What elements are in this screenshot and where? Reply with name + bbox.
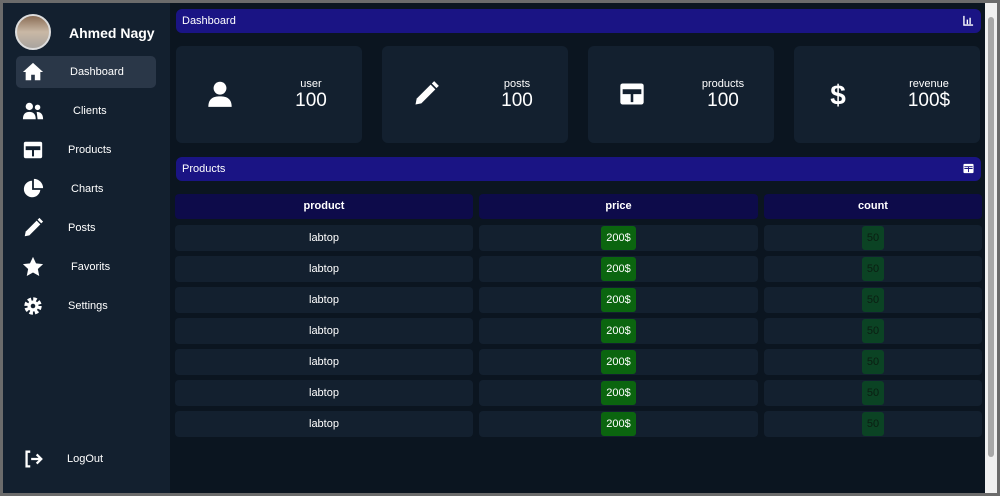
stat-value: 100 — [707, 90, 739, 111]
price-cell: 200$ — [479, 225, 758, 251]
sidebar-item-label: Posts — [68, 222, 96, 234]
scrollbar[interactable] — [985, 3, 997, 493]
price-cell: 200$ — [479, 411, 758, 437]
stat-value: 100$ — [907, 90, 951, 111]
price-badge: 200$ — [601, 350, 636, 374]
gear-icon — [24, 297, 42, 315]
dollar-icon: $ — [830, 80, 846, 108]
stat-card-products: products 100 — [588, 46, 774, 143]
product-cell: labtop — [175, 411, 473, 437]
pencil-icon — [24, 217, 44, 237]
stat-card-posts: posts 100 — [382, 46, 568, 143]
avatar — [15, 14, 51, 50]
pie-chart-icon — [23, 178, 44, 198]
count-cell: 50 — [764, 225, 982, 251]
product-cell: labtop — [175, 225, 473, 251]
stat-label: revenue — [909, 78, 949, 90]
count-cell: 50 — [764, 287, 982, 313]
count-cell: 50 — [764, 349, 982, 375]
price-badge: 200$ — [601, 257, 636, 281]
stat-value: 100 — [295, 90, 327, 111]
logout-label: LogOut — [67, 453, 104, 465]
sidebar-item-products[interactable]: Products — [16, 134, 156, 166]
count-cell: 50 — [764, 256, 982, 282]
table-icon — [620, 83, 644, 105]
column-header-product[interactable]: product — [175, 194, 473, 219]
price-cell: 200$ — [479, 380, 758, 406]
product-cell: labtop — [175, 256, 473, 282]
sidebar-item-label: Settings — [68, 300, 108, 312]
stat-label: posts — [503, 78, 531, 90]
home-icon — [22, 62, 44, 81]
svg-text:$: $ — [830, 80, 846, 108]
count-cell: 50 — [764, 411, 982, 437]
star-icon — [22, 256, 44, 276]
sidebar-item-label: Dashboard — [70, 66, 124, 78]
product-cell: labtop — [175, 380, 473, 406]
count-badge: 50 — [861, 381, 885, 405]
sidebar-item-clients[interactable]: Clients — [16, 95, 156, 127]
products-header: Products — [176, 157, 981, 181]
chart-icon — [963, 15, 974, 26]
dashboard-header: Dashboard — [176, 9, 981, 33]
count-badge: 50 — [861, 319, 885, 343]
count-badge: 50 — [861, 288, 885, 312]
table-icon — [963, 163, 974, 174]
sidebar-item-label: Products — [68, 144, 112, 156]
pencil-icon — [415, 81, 439, 105]
price-badge: 200$ — [601, 288, 636, 312]
price-cell: 200$ — [479, 349, 758, 375]
count-badge: 50 — [861, 226, 885, 250]
count-cell: 50 — [764, 318, 982, 344]
sidebar-item-posts[interactable]: Posts — [16, 212, 156, 244]
sidebar-item-label: Charts — [71, 183, 104, 195]
product-cell: labtop — [175, 318, 473, 344]
sidebar-item-label: Favorits — [71, 261, 111, 273]
user-icon — [208, 81, 232, 107]
price-badge: 200$ — [601, 381, 636, 405]
app-window: Ahmed Nagy Dashboard Clients Products Ch… — [3, 3, 997, 493]
price-cell: 200$ — [479, 318, 758, 344]
product-cell: labtop — [175, 349, 473, 375]
count-cell: 50 — [764, 380, 982, 406]
products-title: Products — [182, 163, 226, 175]
dashboard-title: Dashboard — [182, 15, 236, 27]
main-content: Dashboard user 100 posts 100 products 10… — [170, 3, 985, 493]
stat-card-revenue: $ revenue 100$ — [794, 46, 980, 143]
sidebar-item-charts[interactable]: Charts — [16, 173, 156, 205]
table-icon — [23, 141, 43, 159]
price-badge: 200$ — [601, 319, 636, 343]
scrollbar-thumb[interactable] — [988, 17, 994, 457]
user-name: Ahmed Nagy — [69, 25, 155, 41]
price-cell: 200$ — [479, 256, 758, 282]
sidebar-item-label: Clients — [73, 105, 107, 117]
stat-value: 100 — [501, 90, 533, 111]
sidebar-item-favorits[interactable]: Favorits — [16, 251, 156, 283]
product-cell: labtop — [175, 287, 473, 313]
users-icon — [22, 102, 44, 120]
price-cell: 200$ — [479, 287, 758, 313]
column-header-count[interactable]: count — [764, 194, 982, 219]
sidebar-item-dashboard[interactable]: Dashboard — [16, 56, 156, 88]
count-badge: 50 — [861, 257, 885, 281]
stat-card-user: user 100 — [176, 46, 362, 143]
logout-icon — [25, 450, 43, 468]
sidebar: Ahmed Nagy Dashboard Clients Products Ch… — [3, 3, 170, 493]
count-badge: 50 — [861, 350, 885, 374]
price-badge: 200$ — [601, 412, 636, 436]
column-header-price[interactable]: price — [479, 194, 758, 219]
sidebar-item-settings[interactable]: Settings — [16, 290, 156, 322]
logout-button[interactable]: LogOut — [16, 443, 156, 475]
stat-label: products — [701, 78, 745, 90]
price-badge: 200$ — [601, 226, 636, 250]
stat-label: user — [300, 78, 322, 90]
count-badge: 50 — [861, 412, 885, 436]
